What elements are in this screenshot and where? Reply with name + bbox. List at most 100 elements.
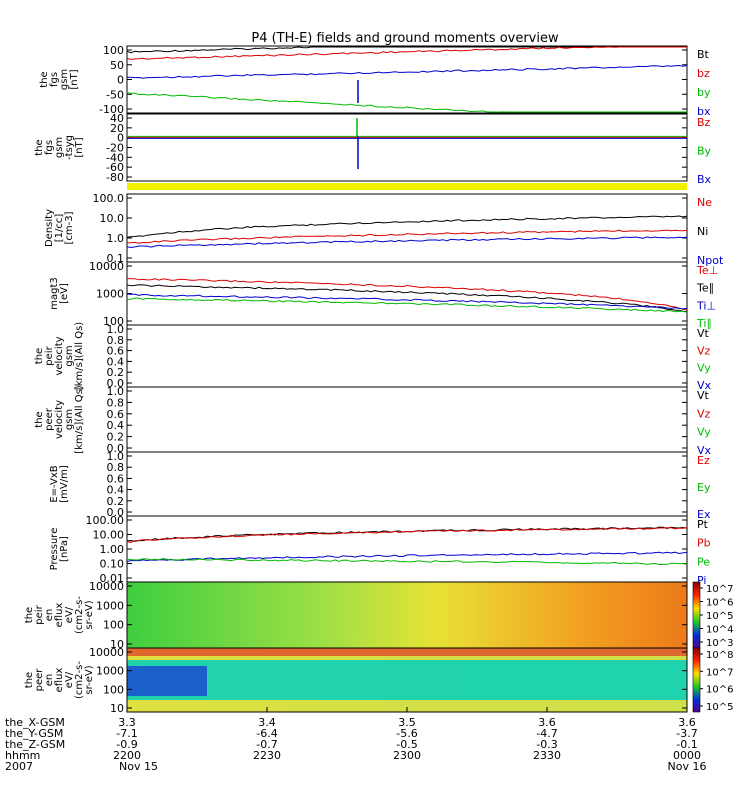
y-axis-label: eV/ bbox=[64, 671, 75, 688]
y-axis-label: [km/s](All Qs) bbox=[74, 385, 85, 453]
series-line bbox=[126, 293, 688, 310]
colorbar-tick-label: 10^6 bbox=[706, 598, 733, 609]
y-axis-label: velocity bbox=[54, 336, 65, 375]
legend-entry: Pb bbox=[697, 537, 711, 550]
colorbar-tick-label: 10^7 bbox=[706, 667, 733, 678]
legend-entry: Ey bbox=[697, 481, 711, 494]
x-tick-label: -4.7 bbox=[536, 727, 557, 740]
y-tick-label: 0.1 bbox=[107, 252, 125, 265]
y-tick-label: -20 bbox=[106, 142, 124, 155]
x-row-label: the_Z-GSM bbox=[5, 738, 65, 751]
y-tick-label: 0.8 bbox=[107, 461, 125, 474]
y-tick-label: 0.0 bbox=[107, 506, 125, 519]
y-axis-label: [nPa] bbox=[59, 536, 70, 562]
y-tick-label: 0.2 bbox=[107, 495, 125, 508]
y-tick-label: 10000 bbox=[89, 580, 124, 593]
legend-entry: Pe bbox=[697, 555, 710, 568]
y-tick-label: 20 bbox=[110, 122, 124, 135]
panel-frame bbox=[126, 113, 688, 182]
x-tick-label: 3.6 bbox=[538, 716, 556, 729]
panel-10: 10^8 10^7 10^6 10^5 10000 1000 100 10 the peer en e… bbox=[24, 646, 733, 715]
y-axis-label: the bbox=[24, 672, 35, 688]
y-tick-label: 1000 bbox=[96, 288, 124, 301]
y-tick-label: 100 bbox=[103, 619, 124, 632]
y-axis-label: [eV] bbox=[59, 283, 70, 304]
y-tick-label: -50 bbox=[106, 88, 124, 101]
y-tick-label: 100 bbox=[103, 315, 124, 328]
legend-entry: Bz bbox=[697, 116, 711, 129]
y-tick-label: 1.0 bbox=[107, 385, 125, 398]
y-axis-label: the bbox=[39, 71, 50, 87]
y-tick-label: 1000 bbox=[96, 599, 124, 612]
flag-bar bbox=[127, 183, 687, 190]
y-tick-label: -60 bbox=[106, 161, 124, 174]
panel-4: 10000 1000 100 magt3 [eV] Te⊥ Te∥ Ti⊥ Ti∥ bbox=[49, 260, 718, 330]
legend-entry: Vy bbox=[697, 362, 711, 375]
y-tick-label: 50 bbox=[110, 59, 124, 72]
x-tick-label: Nov 15 bbox=[119, 760, 158, 773]
chart-title: P4 (TH-E) fields and ground moments over… bbox=[251, 31, 559, 46]
y-axis-label: Pressure bbox=[49, 528, 60, 571]
y-tick-label: 0 bbox=[117, 74, 124, 87]
colorbar-tick-label: 10^4 bbox=[706, 625, 733, 636]
y-axis-label: eflux bbox=[54, 603, 65, 628]
legend-entry: Pt bbox=[697, 518, 709, 531]
y-tick-label: 10000 bbox=[89, 260, 124, 273]
y-axis-label: eV/ bbox=[64, 606, 75, 623]
x-tick-label: 3.3 bbox=[118, 716, 136, 729]
y-tick-label: 0.6 bbox=[107, 472, 125, 485]
x-tick-label: Nov 16 bbox=[668, 760, 707, 773]
panel-8: 100.00 10.001.00 0.100.01 Pressure [nPa] Pt Pb… bbox=[49, 514, 711, 587]
y-tick-label: -100 bbox=[99, 103, 124, 116]
y-axis-label: gsm bbox=[59, 69, 70, 90]
y-axis-label: Density bbox=[44, 209, 55, 247]
y-axis-label: peir bbox=[34, 604, 45, 624]
legend-entry: Npot bbox=[697, 254, 724, 267]
y-tick-label: 0.10 bbox=[100, 558, 125, 571]
y-axis-label: eflux bbox=[54, 668, 65, 693]
y-axis-label: (cm2-s- bbox=[74, 596, 85, 634]
legend-entry: Ni bbox=[697, 225, 708, 238]
series-line bbox=[126, 527, 688, 543]
y-axis-label: velocity bbox=[54, 400, 65, 439]
series-line bbox=[126, 284, 688, 313]
y-axis-label: en bbox=[44, 674, 55, 687]
y-axis-label: [nT] bbox=[74, 137, 85, 157]
legend-entry: Bt bbox=[697, 48, 710, 61]
series-line bbox=[126, 46, 687, 60]
legend-entry: Pi bbox=[697, 574, 706, 587]
series-line bbox=[126, 236, 688, 249]
y-axis-label: the bbox=[34, 139, 45, 155]
y-tick-label: 10.0 bbox=[100, 212, 125, 225]
y-tick-label: 0.4 bbox=[107, 419, 125, 432]
y-tick-label: 40 bbox=[110, 112, 124, 125]
y-axis-label: the bbox=[34, 411, 45, 427]
x-tick-label: 2300 bbox=[393, 749, 421, 762]
y-axis-label: gsm bbox=[54, 137, 65, 158]
legend-entry: Vt bbox=[697, 327, 710, 340]
legend-entry: Vz bbox=[697, 407, 711, 420]
y-tick-label: 0.01 bbox=[100, 572, 125, 585]
spectrogram-top-band bbox=[127, 648, 687, 656]
y-tick-label: 100.00 bbox=[86, 514, 125, 527]
y-tick-label: 10.00 bbox=[93, 529, 125, 542]
legend-entry: Ex bbox=[697, 508, 711, 521]
colorbar-tick-label: 10^7 bbox=[706, 584, 733, 595]
y-tick-label: 0.4 bbox=[107, 484, 125, 497]
panel-frame bbox=[126, 515, 688, 583]
panel-3: 100.0 10.0 1.0 0.1 Density [1/cc] [cm-3] Ne Ni Np… bbox=[44, 192, 724, 267]
spectrogram-band-low bbox=[127, 666, 207, 696]
x-row-label: the_Y-GSM bbox=[5, 727, 63, 740]
y-axis-label: en bbox=[44, 609, 55, 622]
legend-entry: bx bbox=[697, 105, 711, 118]
legend-entry: By bbox=[697, 145, 712, 158]
x-tick-label: 2230 bbox=[253, 749, 281, 762]
y-tick-label: 100 bbox=[103, 44, 124, 57]
legend-entry: Vx bbox=[697, 444, 712, 457]
y-axis-label: [1/cc] bbox=[54, 214, 65, 243]
y-tick-label: 1.00 bbox=[100, 543, 125, 556]
y-tick-label: 0.2 bbox=[107, 431, 125, 444]
x-tick-label: -0.5 bbox=[396, 738, 417, 751]
